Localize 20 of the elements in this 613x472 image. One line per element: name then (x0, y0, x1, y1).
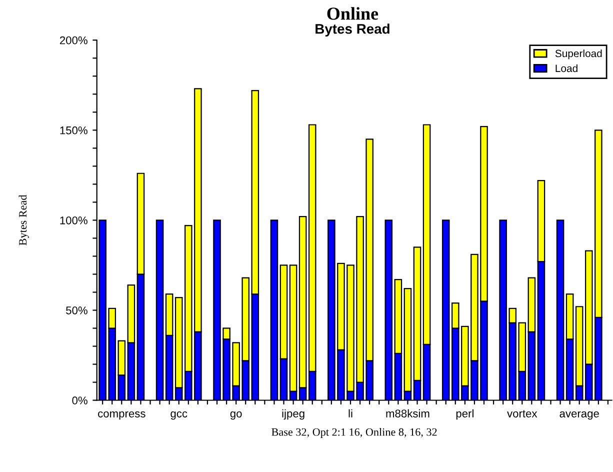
chart-title: Online (327, 7, 378, 20)
y-tick-label: 200% (60, 36, 88, 44)
x-tick-label: li (348, 409, 352, 418)
y-tick-label: 0% (72, 396, 88, 404)
x-tick-label: compress (98, 411, 146, 420)
legend-label: Superload (555, 49, 602, 60)
y-tick-label: 50% (66, 306, 88, 314)
y-tick-label: 150% (60, 126, 88, 134)
y-tick-label: 100% (60, 216, 88, 224)
x-axis-title: Base 32, Opt 2:1 16, Online 8, 16, 32 (272, 428, 437, 438)
x-tick-label: vortex (507, 410, 538, 418)
x-tick-label: m88ksim (386, 409, 430, 418)
x-tick-label: perl (456, 409, 474, 420)
legend-label: Load (556, 64, 578, 72)
x-tick-label: ijpeg (282, 409, 304, 420)
x-tick-label: average (560, 411, 599, 420)
chart-subtitle: Bytes Read (316, 24, 390, 37)
x-tick-label: gcc (170, 411, 188, 420)
x-tick-label: go (230, 411, 242, 420)
y-axis-title: Bytes Read (18, 194, 29, 246)
